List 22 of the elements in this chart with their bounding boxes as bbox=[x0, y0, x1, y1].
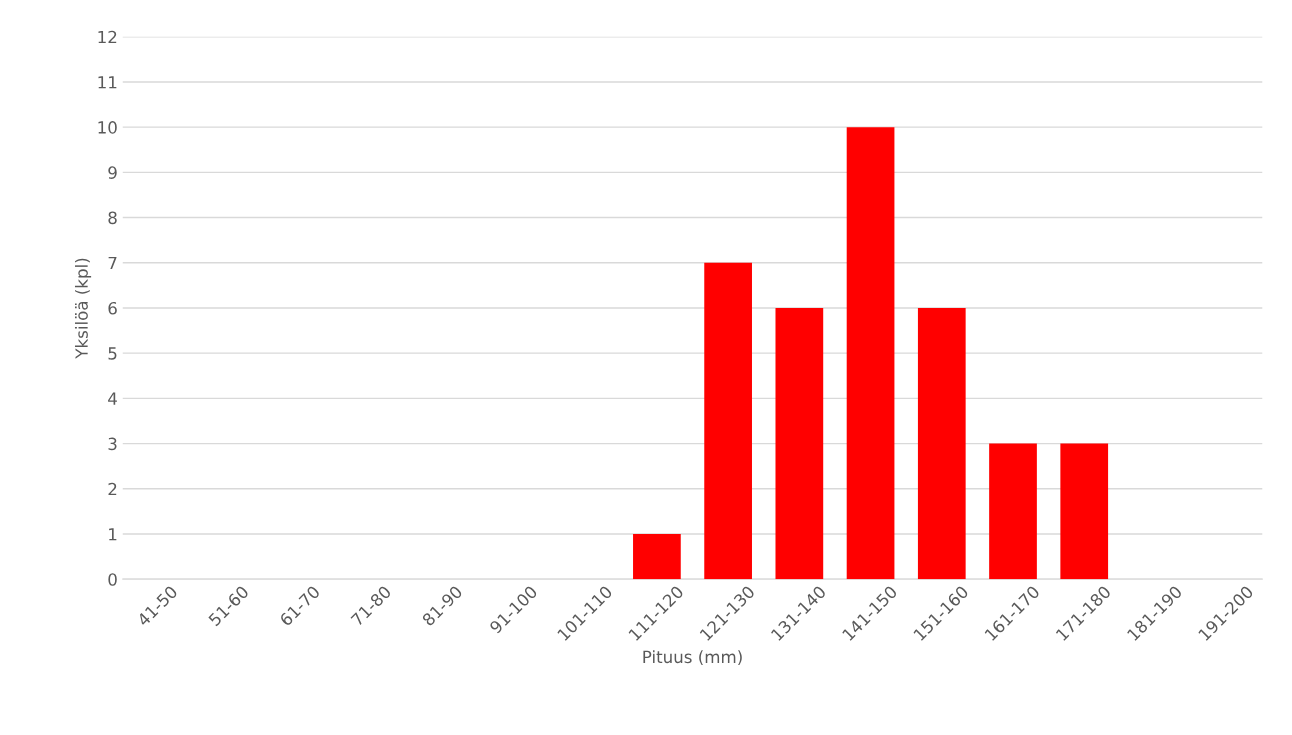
y-tick-label: 8 bbox=[108, 211, 117, 225]
y-tick-label: 1 bbox=[109, 528, 117, 541]
y-tick-label: 5 bbox=[108, 347, 117, 360]
y-tick-label: 2 bbox=[108, 482, 117, 496]
y-tick-label: 7 bbox=[108, 256, 117, 270]
y-tick-label: 6 bbox=[108, 301, 117, 315]
y-tick-label: 11 bbox=[98, 76, 117, 89]
y-tick-label: 12 bbox=[98, 30, 117, 44]
bar bbox=[989, 443, 1037, 580]
y-axis-title: Yksilöä (kpl) bbox=[74, 258, 92, 359]
x-axis-title: Pituus (mm) bbox=[643, 650, 742, 666]
y-tick-label: 10 bbox=[98, 121, 117, 134]
bar bbox=[633, 533, 681, 580]
bar bbox=[704, 262, 752, 580]
bar bbox=[775, 307, 824, 580]
bar bbox=[1060, 443, 1109, 580]
y-tick-label: 3 bbox=[108, 437, 117, 451]
y-tick-label: 4 bbox=[108, 392, 117, 405]
bar bbox=[846, 127, 895, 580]
y-tick-label: 9 bbox=[108, 166, 117, 179]
y-tick-label: 0 bbox=[108, 573, 117, 586]
bar bbox=[917, 307, 966, 580]
